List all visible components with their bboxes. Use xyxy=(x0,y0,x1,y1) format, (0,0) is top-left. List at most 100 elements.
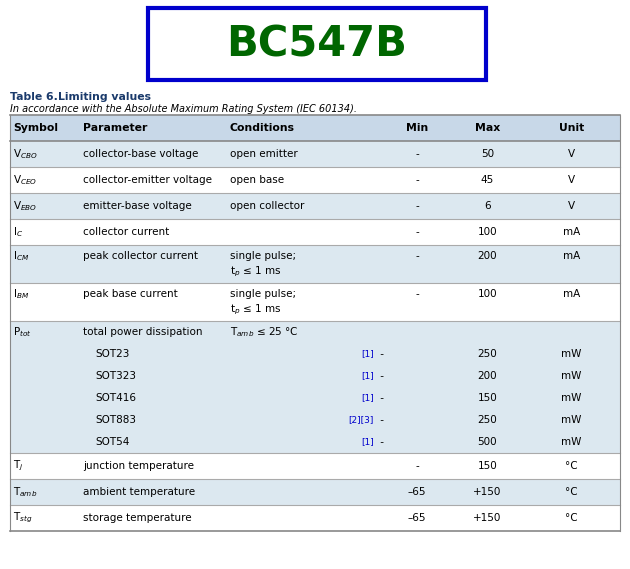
Bar xyxy=(10,505,620,531)
Text: I$_{C}$: I$_{C}$ xyxy=(13,225,23,239)
Text: mW: mW xyxy=(561,349,581,359)
Text: ambient temperature: ambient temperature xyxy=(83,487,195,497)
Bar xyxy=(148,8,486,80)
Text: [1]: [1] xyxy=(362,394,374,402)
Text: emitter-base voltage: emitter-base voltage xyxy=(83,201,192,211)
Bar xyxy=(10,115,620,141)
Text: Table 6.: Table 6. xyxy=(10,92,58,102)
Text: °C: °C xyxy=(565,461,578,471)
Text: In accordance with the Absolute Maximum Rating System (IEC 60134).: In accordance with the Absolute Maximum … xyxy=(10,104,357,114)
Text: –65: –65 xyxy=(408,487,427,497)
Text: -: - xyxy=(415,227,419,237)
Text: SOT54: SOT54 xyxy=(95,437,130,447)
Text: open collector: open collector xyxy=(229,201,304,211)
Text: -: - xyxy=(415,461,419,471)
Text: 45: 45 xyxy=(481,175,494,185)
Text: 100: 100 xyxy=(478,227,497,237)
Text: Symbol: Symbol xyxy=(13,123,58,133)
Text: T$_{amb}$ ≤ 25 °C: T$_{amb}$ ≤ 25 °C xyxy=(229,325,298,339)
Text: collector-emitter voltage: collector-emitter voltage xyxy=(83,175,212,185)
Text: Unit: Unit xyxy=(559,123,584,133)
Bar xyxy=(10,283,620,321)
Text: T$_{j}$: T$_{j}$ xyxy=(13,459,23,473)
Text: –65: –65 xyxy=(408,513,427,523)
Text: SOT883: SOT883 xyxy=(95,415,136,425)
Text: V$_{CBO}$: V$_{CBO}$ xyxy=(13,147,38,161)
Text: -: - xyxy=(415,251,419,261)
Text: open emitter: open emitter xyxy=(229,149,297,159)
Text: SOT23: SOT23 xyxy=(95,349,130,359)
Text: +150: +150 xyxy=(473,487,501,497)
Text: mA: mA xyxy=(563,290,580,299)
Text: mW: mW xyxy=(561,371,581,381)
Text: peak base current: peak base current xyxy=(83,290,178,299)
Text: 50: 50 xyxy=(481,149,494,159)
Text: °C: °C xyxy=(565,487,578,497)
Text: peak collector current: peak collector current xyxy=(83,251,198,261)
Text: -: - xyxy=(377,415,384,425)
Bar xyxy=(10,321,620,343)
Text: °C: °C xyxy=(565,513,578,523)
Text: I$_{CM}$: I$_{CM}$ xyxy=(13,249,30,263)
Text: V: V xyxy=(568,149,575,159)
Text: [2][3]: [2][3] xyxy=(349,415,374,424)
Text: mW: mW xyxy=(561,437,581,447)
Bar xyxy=(10,409,620,431)
Text: 200: 200 xyxy=(478,251,497,261)
Text: Conditions: Conditions xyxy=(229,123,295,133)
Text: SOT416: SOT416 xyxy=(95,393,136,403)
Text: 500: 500 xyxy=(478,437,497,447)
Text: open base: open base xyxy=(229,175,284,185)
Bar xyxy=(10,245,620,283)
Text: 200: 200 xyxy=(478,371,497,381)
Text: junction temperature: junction temperature xyxy=(83,461,194,471)
Text: 250: 250 xyxy=(478,349,497,359)
Text: mW: mW xyxy=(561,415,581,425)
Text: -: - xyxy=(377,371,384,381)
Text: [1]: [1] xyxy=(362,372,374,381)
Text: 250: 250 xyxy=(478,415,497,425)
Text: -: - xyxy=(377,437,384,447)
Text: T$_{stg}$: T$_{stg}$ xyxy=(13,511,33,525)
Text: [1]: [1] xyxy=(362,438,374,447)
Bar xyxy=(10,387,620,409)
Text: -: - xyxy=(377,393,384,403)
Text: t$_{p}$ ≤ 1 ms: t$_{p}$ ≤ 1 ms xyxy=(229,302,281,317)
Text: V: V xyxy=(568,175,575,185)
Text: mA: mA xyxy=(563,251,580,261)
Text: I$_{BM}$: I$_{BM}$ xyxy=(13,287,29,302)
Text: single pulse;: single pulse; xyxy=(229,290,295,299)
Bar xyxy=(10,431,620,453)
Bar xyxy=(10,479,620,505)
Text: Parameter: Parameter xyxy=(83,123,147,133)
Text: total power dissipation: total power dissipation xyxy=(83,327,203,337)
Bar xyxy=(10,219,620,245)
Text: 6: 6 xyxy=(484,201,491,211)
Text: Min: Min xyxy=(406,123,428,133)
Text: -: - xyxy=(415,175,419,185)
Text: -: - xyxy=(415,149,419,159)
Text: 100: 100 xyxy=(478,290,497,299)
Text: -: - xyxy=(377,349,384,359)
Text: V$_{EBO}$: V$_{EBO}$ xyxy=(13,199,37,213)
Text: +150: +150 xyxy=(473,513,501,523)
Text: -: - xyxy=(415,290,419,299)
Text: T$_{amb}$: T$_{amb}$ xyxy=(13,485,37,499)
Text: Max: Max xyxy=(474,123,500,133)
Text: V$_{CEO}$: V$_{CEO}$ xyxy=(13,173,37,187)
Text: P$_{tot}$: P$_{tot}$ xyxy=(13,325,32,339)
Text: storage temperature: storage temperature xyxy=(83,513,192,523)
Text: Limiting values: Limiting values xyxy=(58,92,151,102)
Text: 150: 150 xyxy=(478,393,497,403)
Bar xyxy=(10,193,620,219)
Bar xyxy=(10,167,620,193)
Text: t$_{p}$ ≤ 1 ms: t$_{p}$ ≤ 1 ms xyxy=(229,265,281,279)
Text: [1]: [1] xyxy=(362,349,374,358)
Text: SOT323: SOT323 xyxy=(95,371,136,381)
Text: mW: mW xyxy=(561,393,581,403)
Text: 150: 150 xyxy=(478,461,497,471)
Bar xyxy=(10,141,620,167)
Bar xyxy=(10,343,620,365)
Bar xyxy=(10,365,620,387)
Text: V: V xyxy=(568,201,575,211)
